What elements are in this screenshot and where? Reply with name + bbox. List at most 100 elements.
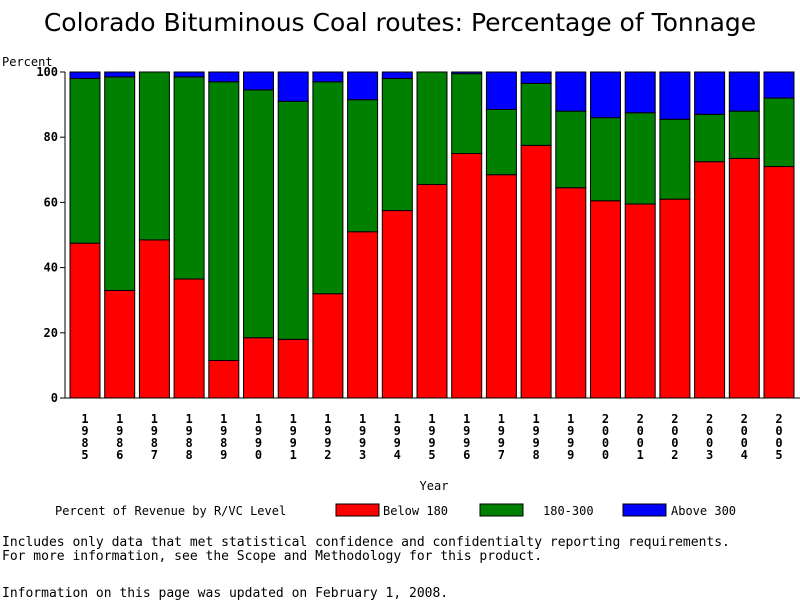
bar-1985-series-1 xyxy=(69,242,101,399)
bar-2005-series-3 xyxy=(763,71,795,99)
bar-1997-series-1 xyxy=(485,174,517,399)
bar-1993-series-1 xyxy=(347,231,379,399)
x-axis-label: Year xyxy=(420,479,449,493)
bar-1996-series-3 xyxy=(451,71,483,75)
bar-1995-series-1 xyxy=(416,183,448,399)
bar-2001-series-3 xyxy=(624,71,656,114)
footnote-line-1: Includes only data that met statistical … xyxy=(2,535,730,550)
legend-swatch-1 xyxy=(335,503,380,517)
x-axis-ticks: 1 9 8 5 1 9 8 6 1 9 8 7 1 9 8 8 1 9 8 9 1 9 9 0 1 9 9 1 1 9 9 2 1 9 9 3 1 9 9 4… xyxy=(81,412,782,462)
bar-1986-series-1 xyxy=(104,289,136,399)
bar-1988-series-2 xyxy=(173,76,205,280)
bar-1987-series-1 xyxy=(138,239,170,399)
bar-group xyxy=(69,71,795,399)
legend-label-1: Below 180 xyxy=(383,504,448,518)
bar-1997-series-3 xyxy=(485,71,517,110)
y-tick-label: 60 xyxy=(44,195,58,209)
bar-2005-series-1 xyxy=(763,166,795,399)
bar-1990-series-2 xyxy=(243,89,274,339)
legend-label-3: Above 300 xyxy=(671,504,736,518)
bar-1990-series-1 xyxy=(243,337,274,399)
bar-2003-series-1 xyxy=(694,161,726,399)
bar-1985-series-2 xyxy=(69,78,101,244)
bar-1989-series-1 xyxy=(208,360,240,399)
bar-1988-series-3 xyxy=(173,71,205,78)
bar-2000-series-1 xyxy=(590,200,621,399)
bar-2003-series-3 xyxy=(694,71,726,115)
y-tick-label: 0 xyxy=(51,391,58,405)
chart-title: Colorado Bituminous Coal routes: Percent… xyxy=(44,8,756,37)
bar-2004-series-3 xyxy=(728,71,760,112)
legend-swatch-2 xyxy=(479,503,524,517)
bar-2001-series-1 xyxy=(624,203,656,399)
bar-1986-series-2 xyxy=(104,76,136,291)
bar-1988-series-1 xyxy=(173,278,205,399)
legend-title: Percent of Revenue by R/VC Level xyxy=(55,504,286,518)
bar-2002-series-2 xyxy=(659,118,691,200)
legend: Percent of Revenue by R/VC Level Below 1… xyxy=(55,503,736,518)
bar-1992-series-1 xyxy=(312,293,344,399)
bar-1991-series-1 xyxy=(277,338,309,399)
y-axis-label: Percent xyxy=(2,55,53,69)
y-tick-label: 80 xyxy=(44,130,58,144)
bar-1994-series-2 xyxy=(381,78,413,212)
bar-1992-series-3 xyxy=(312,71,344,83)
y-tick-label: 100 xyxy=(36,65,58,79)
bar-1985-series-3 xyxy=(69,71,101,80)
bar-1986-series-3 xyxy=(104,71,136,78)
bar-2002-series-3 xyxy=(659,71,691,120)
bar-1999-series-1 xyxy=(555,187,587,399)
bar-2005-series-2 xyxy=(763,97,795,168)
bar-1998-series-2 xyxy=(520,82,552,146)
bar-2004-series-2 xyxy=(728,110,760,159)
bar-1998-series-1 xyxy=(520,144,552,399)
bar-1989-series-3 xyxy=(208,71,240,83)
bar-1994-series-1 xyxy=(381,210,413,399)
bar-1992-series-2 xyxy=(312,81,344,295)
bar-1994-series-3 xyxy=(381,71,413,80)
bar-1998-series-3 xyxy=(520,71,552,84)
bar-2004-series-1 xyxy=(728,157,760,399)
bar-2001-series-2 xyxy=(624,112,656,205)
bar-1995-series-2 xyxy=(416,71,448,185)
bar-1996-series-2 xyxy=(451,73,483,154)
y-tick-label: 20 xyxy=(44,326,58,340)
bar-1990-series-3 xyxy=(243,71,274,91)
y-axis: 0 20 40 60 80 100 xyxy=(36,65,800,405)
bar-1997-series-2 xyxy=(485,108,517,176)
bar-1987-series-2 xyxy=(138,71,170,241)
legend-swatch-3 xyxy=(622,503,667,517)
y-tick-label: 40 xyxy=(44,261,58,275)
footnote-line-2: For more information, see the Scope and … xyxy=(2,549,543,564)
bar-2003-series-2 xyxy=(694,113,726,163)
bar-1991-series-3 xyxy=(277,71,309,102)
legend-label-2: 180-300 xyxy=(543,504,594,518)
bar-2002-series-1 xyxy=(659,198,691,399)
bar-1993-series-3 xyxy=(347,71,379,101)
bar-1989-series-2 xyxy=(208,81,240,362)
updated-note: Information on this page was updated on … xyxy=(2,586,449,601)
bar-1996-series-1 xyxy=(451,153,483,399)
bar-1999-series-3 xyxy=(555,71,587,112)
bar-2000-series-2 xyxy=(590,117,621,202)
